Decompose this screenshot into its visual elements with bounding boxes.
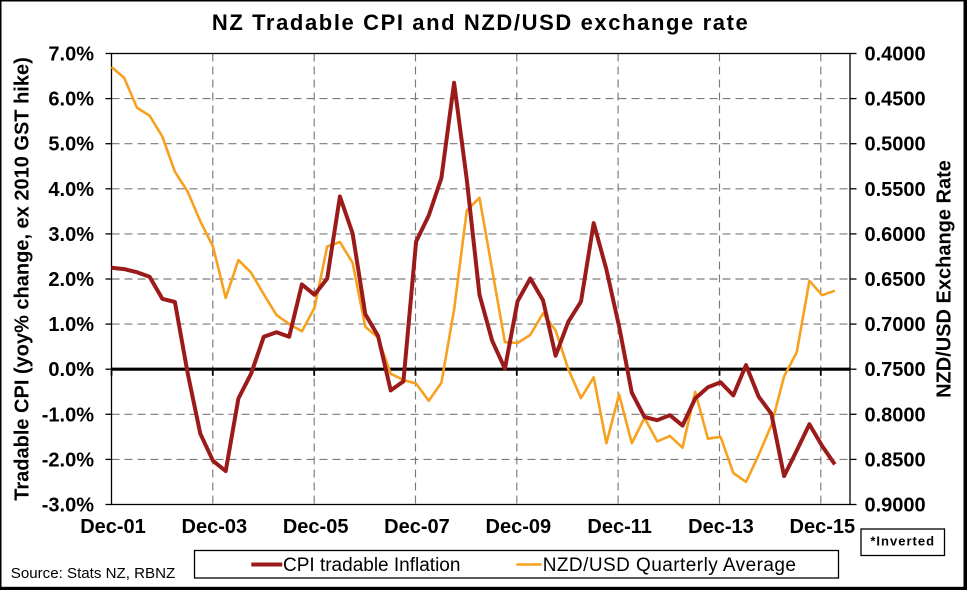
svg-text:Dec-11: Dec-11: [587, 516, 652, 538]
svg-text:Dec-13: Dec-13: [688, 516, 754, 538]
svg-text:0.5500: 0.5500: [865, 179, 926, 201]
svg-text:3.0%: 3.0%: [48, 224, 94, 246]
svg-text:0.7000: 0.7000: [865, 314, 926, 336]
svg-text:4.0%: 4.0%: [48, 179, 94, 201]
svg-text:5.0%: 5.0%: [48, 134, 94, 156]
svg-text:CPI tradable Inflation: CPI tradable Inflation: [283, 555, 460, 576]
svg-text:0.7500: 0.7500: [865, 359, 926, 381]
svg-text:0.6000: 0.6000: [865, 224, 926, 246]
svg-text:0.8500: 0.8500: [865, 449, 926, 471]
svg-text:Dec-07: Dec-07: [384, 516, 450, 538]
svg-text:*Inverted: *Inverted: [870, 534, 935, 549]
svg-text:1.0%: 1.0%: [48, 314, 94, 336]
svg-text:0.9000: 0.9000: [865, 495, 926, 517]
svg-text:0.5000: 0.5000: [865, 134, 926, 156]
svg-text:0.6500: 0.6500: [865, 269, 926, 291]
svg-text:0.8000: 0.8000: [865, 404, 926, 426]
svg-text:NZ Tradable CPI and NZD/USD ex: NZ Tradable CPI and NZD/USD exchange rat…: [212, 10, 750, 35]
svg-text:0.0%: 0.0%: [48, 359, 94, 381]
svg-text:-2.0%: -2.0%: [42, 449, 94, 471]
svg-text:0.4500: 0.4500: [865, 89, 926, 111]
svg-text:Tradable CPI (yoy% change, ex: Tradable CPI (yoy% change, ex 2010 GST h…: [12, 57, 34, 501]
svg-text:0.4000: 0.4000: [865, 44, 926, 66]
svg-text:Source: Stats NZ, RBNZ: Source: Stats NZ, RBNZ: [11, 565, 175, 582]
svg-text:Dec-01: Dec-01: [80, 516, 146, 538]
svg-text:Dec-09: Dec-09: [486, 516, 552, 538]
svg-text:Dec-03: Dec-03: [182, 516, 248, 538]
svg-text:Dec-05: Dec-05: [283, 516, 349, 538]
svg-text:NZD/USD Exchange Rate: NZD/USD Exchange Rate: [934, 160, 956, 398]
svg-text:Dec-15: Dec-15: [790, 516, 856, 538]
svg-text:7.0%: 7.0%: [48, 44, 94, 66]
svg-text:-3.0%: -3.0%: [42, 495, 94, 517]
svg-text:6.0%: 6.0%: [48, 89, 94, 111]
svg-text:2.0%: 2.0%: [48, 269, 94, 291]
svg-text:NZD/USD Quarterly Average: NZD/USD Quarterly Average: [543, 555, 797, 576]
svg-text:-1.0%: -1.0%: [42, 404, 94, 426]
